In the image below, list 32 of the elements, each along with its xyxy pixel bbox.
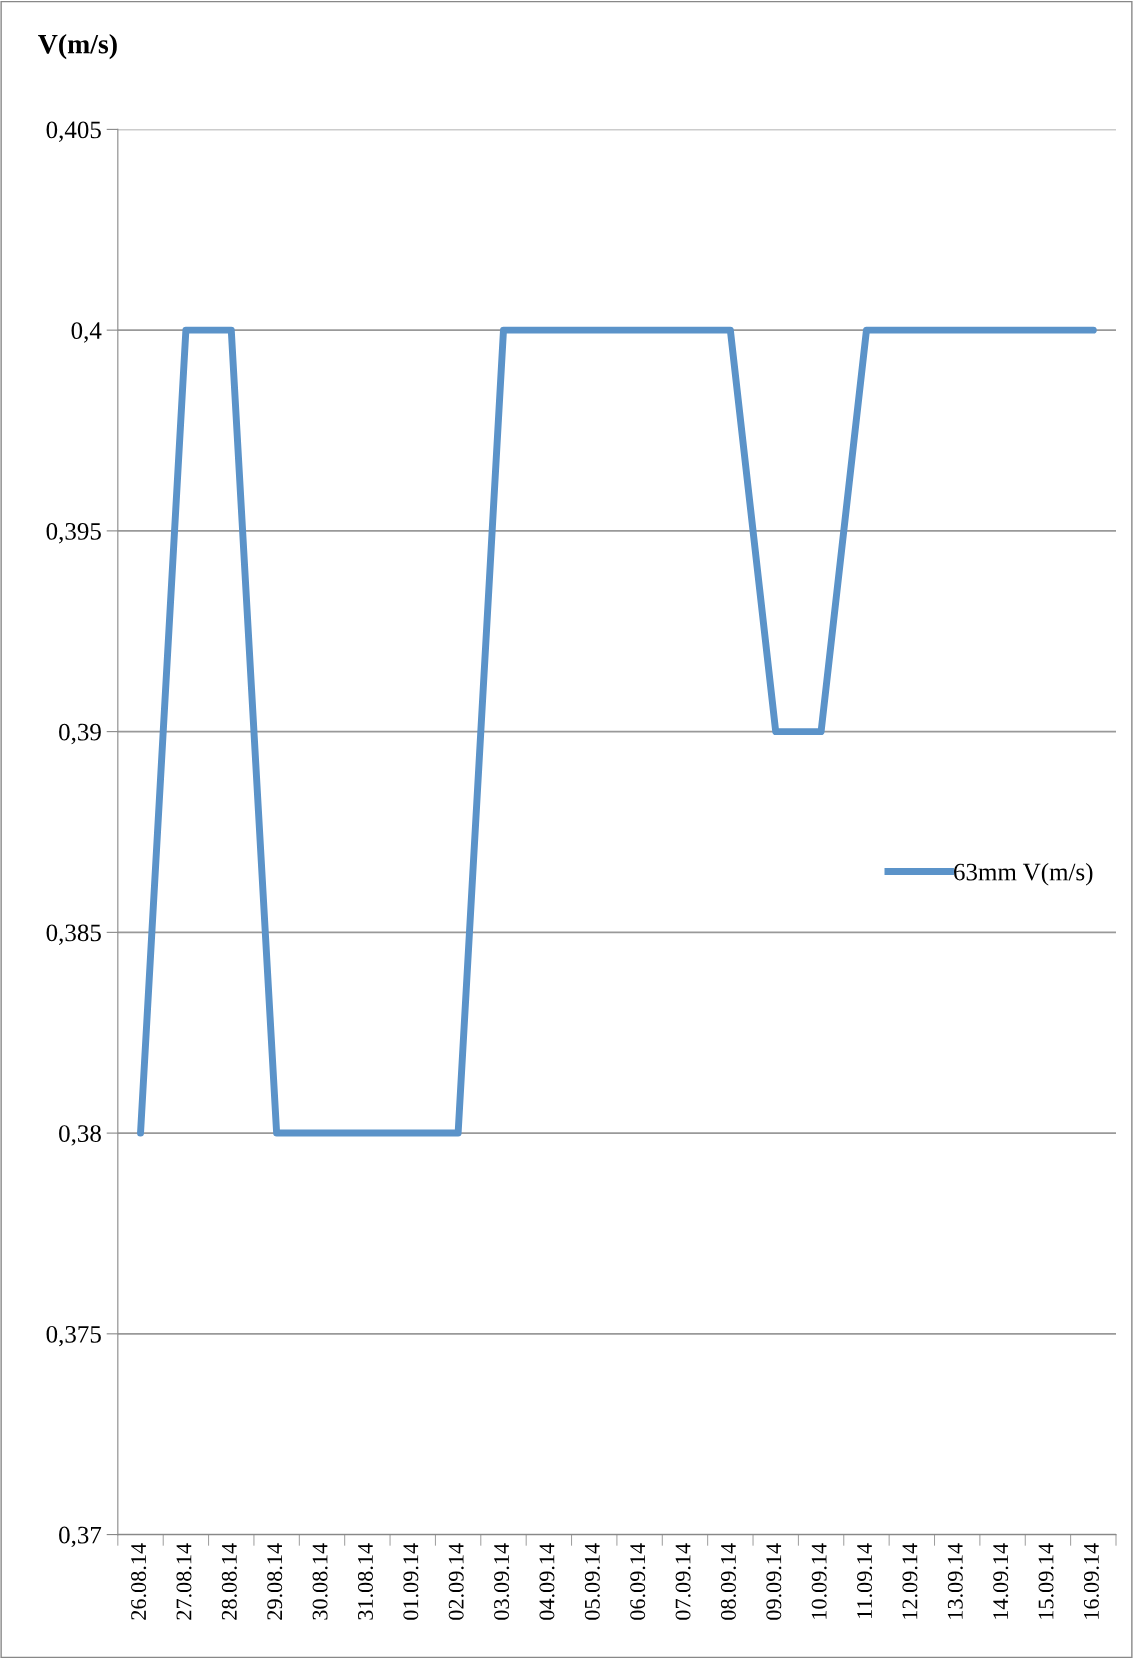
x-tick-label: 05.09.14 <box>584 1543 600 1620</box>
y-tick-label: 0,375 <box>46 1325 101 1347</box>
legend-label: 63mm V(m/s) <box>954 862 1093 886</box>
x-tick-label: 26.08.14 <box>131 1543 147 1620</box>
y-tick-label: 0,39 <box>59 723 101 745</box>
x-tick-label: 14.09.14 <box>993 1543 1009 1619</box>
y-tick-label: 0,38 <box>59 1125 101 1146</box>
x-tick-label: 07.09.14 <box>675 1543 691 1620</box>
x-tick-label: 31.08.14 <box>357 1543 374 1620</box>
y-axis-title: V(m/s) <box>38 33 117 60</box>
y-tick-label: 0,385 <box>46 924 101 945</box>
x-tick-label: 28.08.14 <box>221 1543 237 1620</box>
x-tick-label: 29.08.14 <box>267 1543 283 1620</box>
x-tick-label: 16.09.14 <box>1083 1543 1099 1619</box>
x-tick-label: 13.09.14 <box>947 1543 963 1619</box>
y-tick-label: 0,405 <box>46 121 101 142</box>
x-tick-label: 30.08.14 <box>312 1543 328 1620</box>
x-tick-label: 03.09.14 <box>494 1543 510 1620</box>
x-tick-label: 02.09.14 <box>448 1543 464 1620</box>
x-tick-label: 12.09.14 <box>902 1543 918 1619</box>
y-tick-label: 0,395 <box>46 522 101 544</box>
y-tick-label: 0,4 <box>71 322 102 343</box>
x-tick-label: 04.09.14 <box>539 1543 555 1620</box>
x-tick-label: 08.09.14 <box>720 1543 737 1620</box>
y-tick-label: 0,37 <box>59 1526 102 1548</box>
x-tick-label: 15.09.14 <box>1038 1543 1054 1619</box>
x-tick-label: 10.09.14 <box>811 1543 827 1619</box>
x-tick-label: 01.09.14 <box>403 1543 419 1620</box>
x-tick-label: 27.08.14 <box>176 1543 192 1620</box>
x-tick-label: 06.09.14 <box>630 1543 646 1620</box>
x-tick-label: 11.09.14 <box>857 1543 873 1618</box>
x-tick-label: 09.09.14 <box>766 1543 782 1620</box>
